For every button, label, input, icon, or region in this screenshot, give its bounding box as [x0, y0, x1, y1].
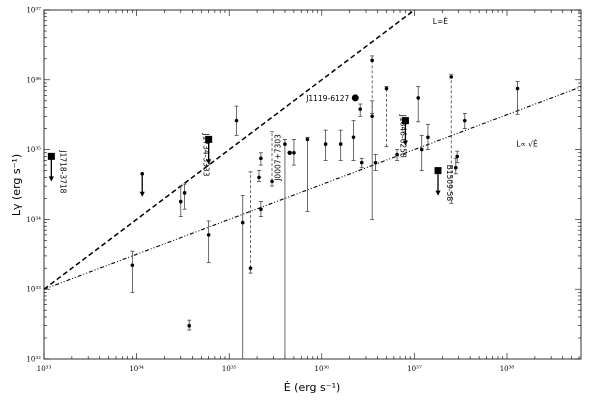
- data-point: [234, 118, 239, 123]
- data-point: [257, 175, 261, 180]
- reference-line-equal: [44, 10, 416, 290]
- data-point: [323, 142, 328, 146]
- y-tick-label: 10³⁶: [26, 76, 41, 84]
- plot-frame: [43, 9, 582, 360]
- x-tick-label: 10³³: [37, 365, 52, 373]
- reference-lines: [44, 10, 581, 290]
- y-tick-label: 10³²: [26, 356, 41, 364]
- pulsar-label: J0007+7303: [274, 134, 283, 182]
- data-point: [373, 160, 378, 165]
- pulsar-label: J1718-3718: [58, 149, 67, 193]
- upper-limit-marker: [47, 152, 55, 160]
- axis-tick-labels: 10³³ 10³⁴ 10³⁵ 10³⁶ 10³⁷ 10³⁸10³²10³³10³⁴10³⁵…: [26, 7, 514, 374]
- data-point: [449, 75, 454, 79]
- pulsar-label: J1119-6127: [305, 94, 349, 103]
- data-point: [416, 96, 421, 100]
- reference-line-sqrt: [44, 86, 581, 290]
- data-point: [305, 137, 310, 142]
- x-axis-title: Ė (erg s⁻¹): [284, 381, 341, 394]
- data-point: [462, 118, 467, 123]
- annotations: L=Ė L∝ √Ė J1718-3718 J1734-3333 J1846-0258 B1…: [58, 17, 538, 201]
- data-point: [187, 323, 192, 328]
- data-point: [370, 58, 374, 63]
- upper-limit-marker: [401, 117, 409, 125]
- labeled-point: [351, 94, 359, 102]
- upper-limit-marker: [140, 172, 145, 176]
- reference-label-sqrt: L∝ √Ė: [516, 140, 538, 149]
- data-point: [359, 160, 364, 165]
- data-point: [426, 135, 430, 140]
- data-point: [178, 199, 183, 204]
- data-point: [283, 142, 287, 146]
- data-point: [384, 86, 389, 91]
- upper-limit-arrowhead: [206, 159, 212, 165]
- upper-limit-marker: [205, 135, 213, 143]
- y-axis-title: Lγ (erg s⁻¹): [10, 154, 23, 216]
- data-point: [248, 266, 253, 270]
- y-tick-label: 10³⁴: [26, 216, 41, 224]
- data-point: [259, 207, 263, 212]
- upper-limit-arrowhead: [402, 140, 409, 146]
- data-point: [370, 114, 374, 119]
- upper-limit-marker: [434, 167, 442, 175]
- data-marks: [47, 55, 520, 359]
- data-point: [259, 156, 263, 161]
- x-tick-label: 10³⁷: [407, 365, 422, 373]
- x-tick-label: 10³⁴: [129, 365, 144, 373]
- data-point: [395, 152, 399, 157]
- data-point: [292, 150, 296, 155]
- labeled-point: [287, 150, 292, 155]
- pulsar-label: J1734-3333: [202, 132, 211, 176]
- data-point: [338, 142, 343, 146]
- reference-label-equal: L=Ė: [433, 17, 448, 26]
- x-tick-label: 10³⁵: [222, 365, 237, 373]
- data-point: [270, 179, 274, 184]
- upper-limit-arrowhead: [435, 190, 441, 196]
- data-point: [453, 165, 458, 170]
- data-point: [240, 220, 245, 225]
- y-tick-label: 10³³: [26, 286, 41, 294]
- upper-limit-arrowhead: [139, 191, 145, 197]
- data-point: [419, 147, 424, 152]
- pulsar-label: B1509-58: [445, 165, 454, 202]
- x-tick-label: 10³⁶: [315, 365, 330, 373]
- data-point: [515, 86, 520, 91]
- x-tick-label: 10³⁸: [500, 365, 515, 373]
- data-point: [351, 135, 356, 140]
- data-point: [358, 107, 363, 111]
- data-point: [206, 233, 211, 237]
- axis-ticks: [43, 9, 581, 360]
- data-point: [182, 191, 187, 195]
- data-point: [455, 154, 460, 159]
- y-tick-label: 10³⁵: [26, 146, 41, 154]
- data-point: [130, 263, 135, 268]
- y-tick-label: 10³⁷: [26, 7, 41, 15]
- upper-limit-arrowhead: [48, 176, 54, 182]
- pulsar-label: J1846-0258: [398, 114, 407, 158]
